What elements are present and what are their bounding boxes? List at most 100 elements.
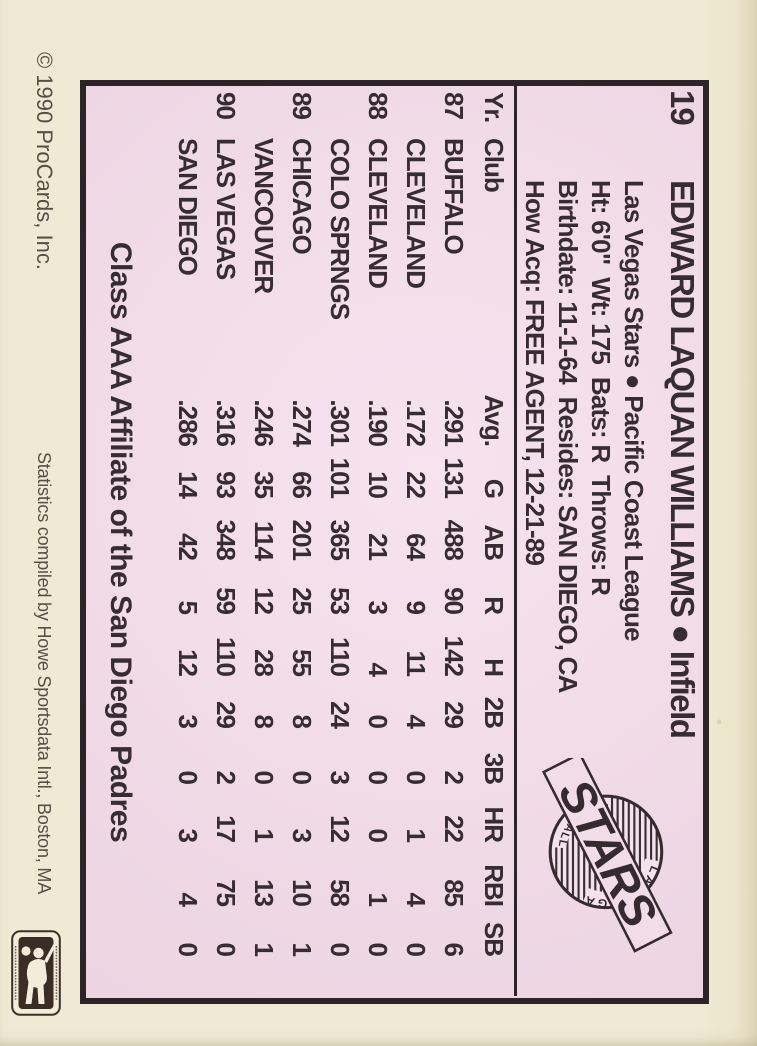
table-cell: 42 [173, 533, 203, 560]
stats-header-row: Yr. Club Avg. G AB R H 2B 3B HR RBI SB [469, 92, 509, 992]
col-header-sb: SB [479, 921, 509, 956]
col-header-g: G [479, 478, 509, 498]
table-cell: 28 [249, 649, 279, 676]
col-header-hr: HR [479, 806, 509, 842]
table-cell: 0 [363, 714, 393, 728]
table-cell: 2 [211, 770, 241, 784]
table-cell: 11 [401, 650, 431, 677]
table-cell: .274 [287, 399, 317, 446]
team-league-line: Las Vegas Stars ● Pacific Coast League [619, 180, 649, 641]
table-cell: .190 [363, 399, 393, 446]
stats-body: 87 BUFFALO .291 131 488 90 142 29 2 22 85 6 CLEVELAN… [165, 92, 469, 992]
table-cell: CLEVELAND [401, 138, 431, 288]
table-cell: 12 [173, 649, 203, 676]
table-cell: 21 [363, 533, 393, 560]
mlb-logo [11, 930, 61, 1016]
header-row: 19 EDWARD LAQUAN WILLIAMS ● Infield [663, 90, 701, 737]
table-cell: CHICAGO [287, 138, 317, 254]
table-cell: 0 [249, 770, 279, 784]
table-row: 88 CLEVELAND .190 10 21 3 4 0 0 0 1 0 [355, 92, 393, 992]
table-cell: 3 [325, 770, 355, 784]
table-cell: LAS VEGAS [211, 138, 241, 280]
statistics-credit-text: Statistics compiled by Howe Sportsdata I… [34, 452, 54, 894]
affiliate-line: Class AAA Affiliate of the San Diego Pad… [104, 241, 137, 843]
bullet-separator: ● [664, 624, 701, 643]
copyright-text: © 1990 ProCards, Inc. [32, 52, 57, 270]
table-cell: 0 [363, 770, 393, 784]
col-header-club: Club [479, 138, 509, 192]
table-cell: 90 [211, 92, 241, 119]
acquired-line: How Acq: FREE AGENT, 12-21-89 [520, 180, 550, 566]
table-cell: 0 [173, 770, 203, 784]
table-cell: 3 [363, 600, 393, 614]
table-cell: 17 [211, 815, 241, 842]
table-cell: 5 [173, 600, 203, 614]
table-cell: 201 [287, 519, 317, 560]
table-cell: 85 [439, 879, 469, 906]
table-cell: 2 [439, 770, 469, 784]
table-row: VANCOUVER .246 35 114 12 28 8 0 1 13 1 [241, 92, 279, 992]
col-header-rbi: RBI [479, 864, 509, 906]
table-cell: 89 [287, 92, 317, 119]
table-cell: 4 [401, 714, 431, 728]
col-header-3b: 3B [479, 752, 509, 784]
col-header-r: R [479, 596, 509, 614]
table-cell: .291 [439, 399, 469, 446]
table-cell: 10 [287, 879, 317, 906]
mlb-batter-silhouette [25, 959, 47, 1004]
table-cell: 0 [401, 942, 431, 956]
col-header-avg: Avg. [479, 394, 509, 446]
table-cell: 0 [401, 770, 431, 784]
player-name: EDWARD LAQUAN WILLIAMS [664, 180, 701, 617]
physical-line: Ht: 6'0" Wt: 175 Bats: R Throws: R [586, 180, 616, 596]
table-cell: 3 [287, 828, 317, 842]
table-cell: 29 [211, 701, 241, 728]
table-cell: 12 [325, 815, 355, 842]
player-name-line: EDWARD LAQUAN WILLIAMS ● Infield [663, 180, 701, 737]
col-header-2b: 2B [479, 696, 509, 728]
table-cell: 8 [249, 714, 279, 728]
mlb-batter-head [33, 947, 44, 959]
table-cell: 25 [287, 587, 317, 614]
table-cell: 53 [325, 587, 355, 614]
table-cell: 1 [249, 828, 279, 842]
table-cell: 22 [439, 815, 469, 842]
table-cell: 488 [439, 519, 469, 560]
table-cell [241, 92, 279, 138]
table-cell: 0 [363, 828, 393, 842]
table-cell: 0 [211, 942, 241, 956]
table-row: 90 LAS VEGAS .316 93 348 59 110 29 2 17 75 0 [203, 92, 241, 992]
table-cell: 88 [363, 92, 393, 119]
table-cell: 0 [287, 770, 317, 784]
table-cell: .316 [211, 399, 241, 446]
birthdate-line: Birthdate: 11-1-64 Resides: SAN DIEGO, C… [553, 180, 583, 693]
globe-outline [548, 794, 664, 910]
table-cell [393, 92, 431, 138]
table-cell: 58 [325, 879, 355, 906]
table-cell: BUFFALO [439, 138, 469, 254]
table-cell: 90 [439, 587, 469, 614]
table-cell: 3 [173, 714, 203, 728]
player-position: Infield [664, 650, 701, 738]
table-cell: 142 [439, 635, 469, 676]
table-cell: .172 [401, 399, 431, 446]
header-divider-rule [514, 86, 517, 996]
table-cell: 35 [249, 471, 279, 498]
table-cell: 12 [249, 587, 279, 614]
table-cell: 1 [249, 942, 279, 956]
table-cell: 0 [325, 942, 355, 956]
table-cell: 0 [173, 942, 203, 956]
table-cell: 4 [173, 892, 203, 906]
table-cell: 29 [439, 701, 469, 728]
table-cell: .286 [173, 399, 203, 446]
table-cell: 4 [401, 892, 431, 906]
table-cell: 93 [211, 471, 241, 498]
table-row: SAN DIEGO .286 14 42 5 12 3 0 3 4 0 [165, 92, 203, 992]
table-cell: 110 [325, 637, 355, 676]
table-cell: 114 [249, 521, 279, 560]
table-cell: 55 [287, 649, 317, 676]
table-cell: .301 [325, 399, 355, 446]
col-header-h: H [479, 658, 509, 676]
